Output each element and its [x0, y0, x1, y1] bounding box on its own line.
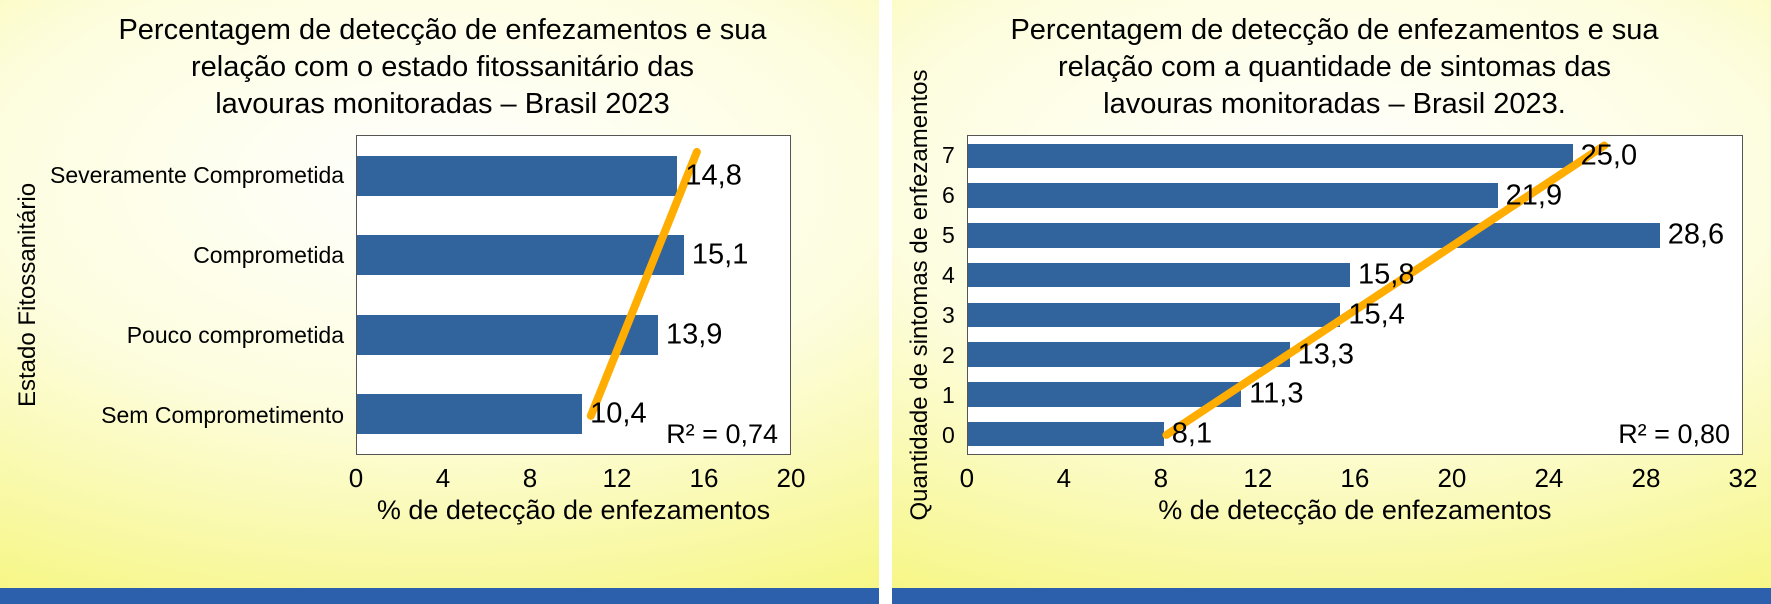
bar: 15,1 — [357, 235, 748, 276]
bar-row: 15,8 — [967, 255, 1742, 295]
chart-title-line-1: Percentagem de detecção de enfezamentos … — [118, 14, 767, 46]
x-tick-label: 20 — [1437, 463, 1467, 493]
bar-row: 13,9 — [357, 295, 790, 375]
value-label: 15,1 — [691, 238, 749, 271]
y-axis-title-box: Estado Fitossanitário — [6, 135, 50, 455]
bar-chart: Severamente Comprometida Comprometida Pouc… — [50, 135, 879, 526]
bar-row: 15,4 — [967, 295, 1742, 335]
bar: 15,4 — [967, 298, 1405, 330]
bar-row: 10,4 — [357, 375, 790, 455]
value-label: 15,8 — [1358, 258, 1415, 291]
category-label: 2 — [942, 341, 955, 368]
x-tick-label: 24 — [1534, 463, 1564, 493]
bar: 28,6 — [967, 219, 1724, 251]
chart-title: Percentagem de detecção de enfezamentos … — [6, 12, 879, 123]
x-axis-ticks: 0 4 8 12 16 20 — [349, 455, 806, 493]
x-tick-label: 0 — [348, 463, 364, 493]
bar: 11,3 — [967, 378, 1303, 410]
x-tick-label: 4 — [435, 463, 451, 493]
bar: 10,4 — [357, 394, 647, 435]
x-tick-label: 8 — [1153, 463, 1169, 493]
plot-area: 25,0 21,9 28,6 15,8 15,4 13,3 11,3 8,1 R² = 0,80 — [966, 135, 1743, 455]
chart-panel-content: Percentagem de detecção de enfezamentos … — [892, 0, 1771, 588]
x-tick-label: 0 — [959, 463, 975, 493]
x-tick-label: 20 — [776, 463, 806, 493]
bottom-accent-bar — [892, 588, 1771, 604]
chart-panel-estado-fitossanitario: Percentagem de detecção de enfezamentos … — [0, 0, 879, 604]
category-labels: 7 6 5 4 3 2 1 0 — [942, 135, 967, 455]
bar-row: 14,8 — [357, 136, 790, 216]
category-label: 6 — [942, 181, 955, 208]
bar-chart: 7 6 5 4 3 2 1 0 25,0 21,9 28,6 15,8 15,4 13,3 11,3 8,1 R… — [942, 135, 1771, 526]
plot-area: 14,8 15,1 13,9 10,4 R² = 0,74 — [356, 135, 791, 455]
value-label: 8,1 — [1171, 417, 1213, 450]
chart-body: Estado Fitossanitário Severamente Compro… — [6, 135, 879, 526]
bottom-accent-bar — [0, 588, 879, 604]
chart-panel-content: Percentagem de detecção de enfezamentos … — [0, 0, 879, 588]
value-label: 14,8 — [685, 159, 742, 192]
value-label: 13,9 — [665, 318, 723, 351]
bar-row: 11,3 — [967, 375, 1742, 415]
x-tick-label: 8 — [522, 463, 538, 493]
category-label: Comprometida — [193, 241, 345, 268]
category-label: 7 — [942, 141, 955, 168]
value-label: 21,9 — [1505, 179, 1563, 212]
bar: 21,9 — [967, 179, 1562, 211]
chart-title-line-3: lavouras monitoradas – Brasil 2023 — [215, 88, 670, 120]
category-label: 1 — [942, 381, 955, 408]
trendline — [357, 136, 790, 454]
category-label: 4 — [942, 261, 955, 288]
y-axis-title-box: Quantidade de sintomas de enfezamentos — [898, 70, 942, 521]
category-label: Sem Comprometimento — [101, 401, 345, 428]
value-label: 13,3 — [1297, 338, 1355, 371]
category-label: 5 — [942, 221, 955, 248]
x-tick-label: 16 — [689, 463, 719, 493]
bar-row: 21,9 — [967, 176, 1742, 216]
x-tick-label: 16 — [1340, 463, 1370, 493]
category-labels: Severamente Comprometida Comprometida Pouc… — [50, 135, 356, 455]
bar: 8,1 — [967, 418, 1212, 450]
x-tick-label: 12 — [1243, 463, 1273, 493]
x-tick-label: 28 — [1631, 463, 1661, 493]
value-label: 11,3 — [1249, 377, 1304, 410]
x-tick-label: 4 — [1056, 463, 1072, 493]
value-label: 10,4 — [590, 397, 647, 430]
chart-title-line-1: Percentagem de detecção de enfezamentos … — [1010, 14, 1659, 46]
x-tick-label: 12 — [602, 463, 632, 493]
chart-title-line-2: relação com a quantidade de sintomas das — [1058, 51, 1611, 83]
r-squared-label: R² = 0,80 — [1618, 419, 1730, 449]
y-axis-title: Quantidade de sintomas de enfezamentos — [906, 69, 933, 521]
y-axis-title: Estado Fitossanitário — [14, 182, 41, 408]
category-label: Pouco comprometida — [126, 321, 345, 348]
category-label: 3 — [942, 301, 955, 328]
bar: 14,8 — [357, 155, 742, 196]
bar-row: 25,0 — [967, 136, 1742, 176]
value-label: 15,4 — [1348, 298, 1405, 331]
bar-row: 15,1 — [357, 216, 790, 296]
x-axis-ticks: 0 4 8 12 16 20 24 28 32 — [960, 455, 1758, 493]
value-label: 25,0 — [1580, 139, 1638, 172]
bar: 13,3 — [967, 338, 1354, 370]
x-axis-title: % de detecção de enfezamentos — [1158, 495, 1552, 525]
chart-title-line-3: lavouras monitoradas – Brasil 2023. — [1103, 88, 1566, 120]
chart-title: Percentagem de detecção de enfezamentos … — [898, 12, 1771, 123]
bar-row: 28,6 — [967, 216, 1742, 256]
category-label: Severamente Comprometida — [50, 161, 345, 188]
trendline — [968, 136, 1742, 454]
x-tick-label: 32 — [1728, 463, 1758, 493]
bar: 15,8 — [967, 259, 1415, 291]
bar: 25,0 — [967, 139, 1637, 171]
bar-row: 8,1 — [967, 414, 1742, 454]
x-axis-title: % de detecção de enfezamentos — [376, 495, 771, 525]
bar: 13,9 — [357, 314, 722, 355]
value-label: 28,6 — [1667, 218, 1725, 251]
category-label: 0 — [942, 421, 955, 448]
chart-body: Quantidade de sintomas de enfezamentos 7… — [898, 70, 1771, 526]
bar-row: 13,3 — [967, 335, 1742, 375]
chart-title-line-2: relação com o estado fitossanitário das — [191, 51, 694, 83]
chart-panel-quantidade-sintomas: Percentagem de detecção de enfezamentos … — [892, 0, 1771, 604]
r-squared-label: R² = 0,74 — [666, 419, 778, 449]
